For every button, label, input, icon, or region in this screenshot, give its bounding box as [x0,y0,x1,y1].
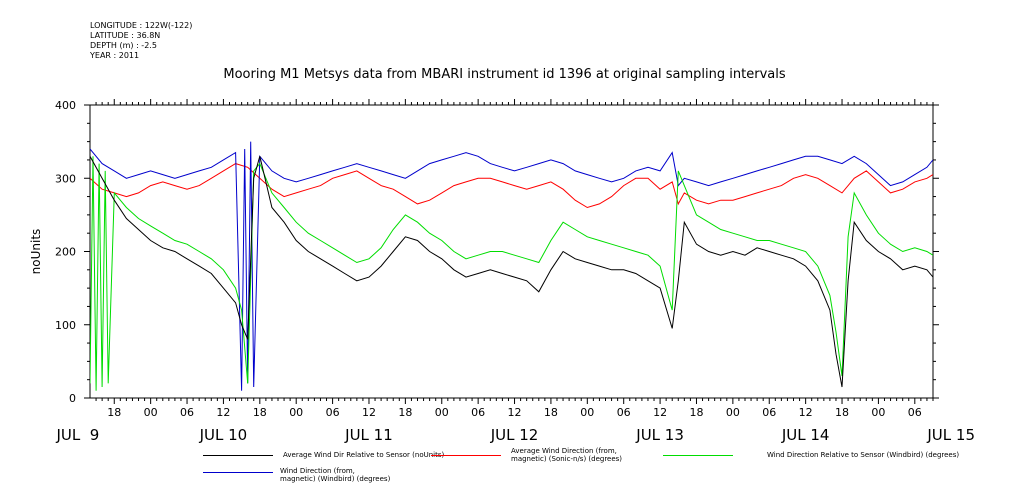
x-day-label: JUL 12 [490,426,539,444]
x-day-label: JUL 13 [635,426,684,444]
x-tick-label: 00 [289,406,303,419]
legend-label: Wind Direction Relative to Sensor (Windb… [767,451,960,459]
x-tick-label: 18 [398,406,412,419]
chart-title: Mooring M1 Metsys data from MBARI instru… [223,67,786,82]
y-tick-label: 100 [55,319,76,332]
y-tick-label: 0 [69,392,76,405]
x-tick-label: 12 [799,406,813,419]
series-line [90,141,933,391]
series-line [90,156,933,388]
x-tick-label: 06 [180,406,194,419]
legend-swatch [203,455,273,456]
longitude-label: LONGITUDE : 122W(-122) [90,21,193,30]
x-day-label: JUL 10 [199,426,248,444]
x-tick-label: 18 [835,406,849,419]
latitude-label: LATITUDE : 36.8N [90,31,161,40]
legend-label: Average Wind Direction (from, magnetic) … [511,447,623,463]
x-day-label: JUL 15 [926,426,975,444]
x-tick-label: 06 [617,406,631,419]
x-tick-label: 06 [326,406,340,419]
y-tick-label: 200 [55,246,76,259]
metadata-block: LONGITUDE : 122W(-122) LATITUDE : 36.8N … [90,21,192,61]
series-line [90,163,933,209]
x-day-label: JUL 11 [344,426,393,444]
x-day-label: JUL 9 [55,426,99,444]
x-tick-label: 06 [471,406,485,419]
series-line [90,156,933,391]
x-tick-label: 06 [762,406,776,419]
x-tick-label: 00 [580,406,594,419]
y-tick-label: 400 [55,99,76,112]
plot-frame [89,104,934,399]
x-tick-label: 12 [653,406,667,419]
x-tick-label: 00 [871,406,885,419]
x-day-label: JUL 14 [781,426,830,444]
legend-label: Wind Direction (from, magnetic) (Windbir… [280,467,391,483]
legend-label: Average Wind Dir Relative to Sensor (noU… [283,451,445,459]
year-label: YEAR : 2011 [90,51,140,60]
x-tick-label: 18 [544,406,558,419]
y-tick-label: 300 [55,172,76,185]
y-axis-label: noUnits [29,229,43,275]
x-tick-label: 18 [689,406,703,419]
x-tick-label: 00 [435,406,449,419]
x-tick-label: 00 [726,406,740,419]
legend-swatch [663,455,733,456]
x-tick-label: 12 [362,406,376,419]
x-tick-label: 18 [253,406,267,419]
legend-swatch [431,455,501,456]
x-tick-label: 00 [144,406,158,419]
x-tick-label: 18 [107,406,121,419]
depth-label: DEPTH (m) : -2.5 [90,41,157,50]
x-tick-label: 12 [508,406,522,419]
legend-swatch [203,472,273,473]
x-tick-label: 06 [908,406,922,419]
x-tick-label: 12 [216,406,230,419]
